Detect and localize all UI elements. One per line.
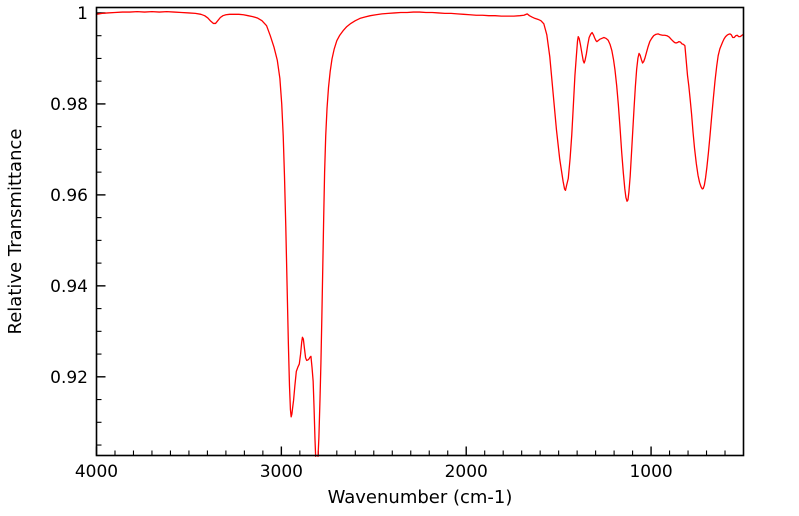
x-axis-label: Wavenumber (cm-1) [328, 487, 513, 508]
y-tick-label: 0.92 [50, 368, 88, 388]
y-axis-label: Relative Transmittance [5, 129, 26, 335]
y-tick-label: 0.94 [50, 277, 88, 297]
y-tick-label: 0.98 [50, 95, 88, 115]
spectrum-line [95, 10, 744, 457]
y-tick-label: 0.96 [50, 186, 88, 206]
y-tick-label: 1 [77, 4, 88, 24]
x-tick-label: 4000 [75, 462, 118, 482]
x-tick-label: 3000 [260, 462, 303, 482]
plot-border [95, 6, 745, 457]
spectrum-series [95, 10, 744, 457]
plot-frame [95, 6, 745, 457]
x-tick-label: 2000 [445, 462, 488, 482]
major-ticks [95, 12, 652, 456]
tick-labels: 4000 3000 2000 1000 1 0.98 0.96 0.94 0.92 [50, 4, 673, 482]
minor-ticks [96, 35, 726, 456]
x-tick-label: 1000 [629, 462, 672, 482]
